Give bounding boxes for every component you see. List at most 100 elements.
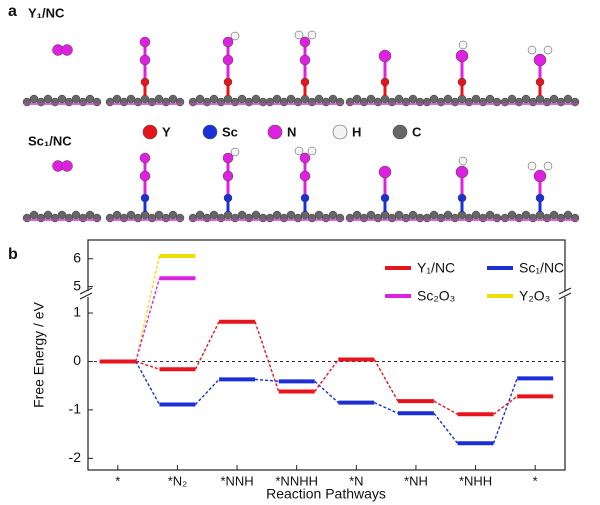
y-axis-title: Free Energy / eV [31, 301, 47, 407]
x-tick-label: *NHH [459, 473, 492, 488]
atom [61, 44, 73, 56]
atom-legend-label: H [352, 124, 361, 139]
connector [433, 412, 459, 444]
y-tick-label: -2 [69, 449, 82, 465]
atom [307, 30, 317, 40]
y-tick-label: -1 [69, 401, 82, 417]
atom [458, 156, 468, 166]
connector [135, 278, 161, 362]
atom [455, 165, 469, 179]
atom [230, 147, 240, 157]
plot-frame [87, 239, 566, 471]
atom [533, 169, 547, 183]
connector [255, 378, 279, 383]
atom [335, 97, 345, 107]
connector [135, 360, 160, 370]
connector [433, 400, 458, 415]
atom [92, 97, 102, 107]
atom [457, 77, 467, 87]
atom [458, 40, 468, 50]
row-label: Sc₁/NC [28, 133, 72, 148]
y-tick-label: 6 [73, 249, 81, 265]
legend-label: Sc₁/NC [519, 260, 564, 276]
x-axis-title: Reaction Pathways [266, 486, 386, 502]
atom-legend-swatch [142, 124, 158, 140]
atom [527, 161, 537, 171]
atom [335, 213, 345, 223]
atom [92, 213, 102, 223]
atom [380, 77, 390, 87]
atom [299, 170, 311, 182]
atom [299, 36, 311, 48]
x-tick-label: *N₂ [168, 473, 188, 488]
atom [543, 161, 553, 171]
atom-legend-label: Sc [222, 124, 238, 139]
atom [230, 31, 240, 41]
atom [294, 146, 304, 156]
atom [222, 170, 234, 182]
atom [139, 152, 151, 164]
panel-label: b [8, 246, 18, 263]
axis-break [80, 291, 94, 297]
atom [299, 152, 311, 164]
y-tick-label: 1 [73, 304, 81, 320]
atom [294, 30, 304, 40]
connector [194, 378, 220, 406]
atom [535, 77, 545, 87]
atom [378, 165, 392, 179]
atom [492, 97, 502, 107]
atom [570, 213, 580, 223]
connector [492, 378, 518, 444]
atom [140, 193, 150, 203]
atom [222, 36, 234, 48]
axis-break [559, 291, 573, 297]
x-tick-label: * [115, 473, 120, 488]
atom [570, 97, 580, 107]
connector [194, 321, 220, 370]
connector [314, 380, 339, 404]
atom [457, 193, 467, 203]
connector [373, 359, 399, 402]
row-label: Y₁/NC [28, 5, 65, 20]
atom-legend-swatch [267, 124, 283, 140]
atom [300, 193, 310, 203]
legend-label: Y₂O₃ [519, 288, 550, 304]
connector [254, 321, 280, 392]
atom [222, 54, 234, 66]
atom-legend-label: C [412, 124, 422, 139]
connector [374, 401, 399, 414]
atom [222, 152, 234, 164]
legend-label: Y₁/NC [417, 260, 455, 276]
atom [300, 77, 310, 87]
x-tick-label: *NNHH [275, 473, 318, 488]
atom-legend-swatch [202, 124, 218, 140]
atom [380, 193, 390, 203]
connector [314, 359, 339, 392]
atom [139, 170, 151, 182]
x-tick-label: *NH [404, 473, 428, 488]
atom-legend-label: N [287, 124, 296, 139]
connector [493, 395, 518, 415]
atom [175, 213, 185, 223]
y-tick-label: 5 [73, 277, 81, 293]
atom-legend-swatch [392, 124, 408, 140]
atom [378, 49, 392, 63]
atom [492, 213, 502, 223]
atom-legend-swatch [332, 124, 348, 140]
atom [175, 97, 185, 107]
atom [223, 193, 233, 203]
break-mark [79, 287, 572, 300]
atom-legend-label: Y [162, 124, 171, 139]
atom [535, 193, 545, 203]
x-tick-label: *NNH [220, 473, 253, 488]
atom [455, 49, 469, 63]
atom [139, 54, 151, 66]
y-tick-label: 0 [73, 352, 81, 368]
connector [135, 361, 161, 405]
atom [543, 45, 553, 55]
atom [299, 54, 311, 66]
atom [223, 77, 233, 87]
x-tick-label: * [533, 473, 538, 488]
atom [533, 53, 547, 67]
